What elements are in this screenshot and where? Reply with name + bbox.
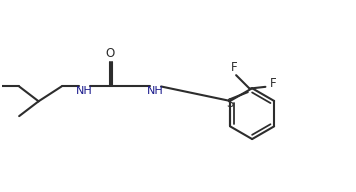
Text: S: S bbox=[226, 97, 234, 110]
Text: NH: NH bbox=[75, 86, 92, 96]
Text: O: O bbox=[105, 47, 115, 60]
Text: NH: NH bbox=[147, 86, 163, 96]
Text: F: F bbox=[231, 61, 238, 74]
Text: F: F bbox=[270, 77, 277, 90]
